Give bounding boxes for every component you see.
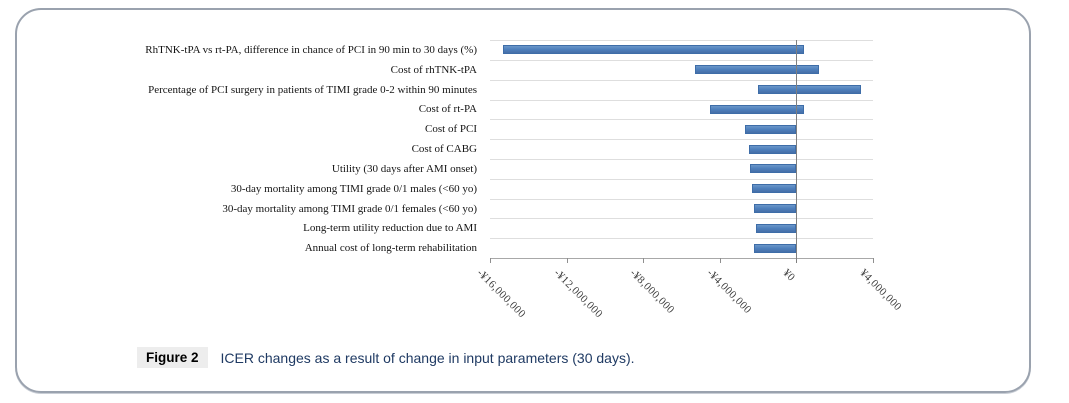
- tornado-bar: [754, 204, 797, 213]
- figure-number-label: Figure 2: [137, 347, 208, 368]
- gridline: [490, 119, 873, 121]
- category-label: RhTNK-tPA vs rt-PA, difference in chance…: [145, 43, 477, 56]
- tornado-bar: [710, 104, 804, 114]
- category-label: Annual cost of long-term rehabilitation: [304, 242, 477, 255]
- gridline: [490, 59, 873, 61]
- gridline: [490, 40, 873, 41]
- tornado-bar: [758, 85, 862, 94]
- tornado-bar: [750, 164, 797, 174]
- axis-tick: [643, 258, 645, 263]
- category-label: Cost of CABG: [411, 143, 477, 155]
- category-label: Cost of PCI: [425, 123, 477, 136]
- tornado-bar: [694, 65, 820, 75]
- category-label: Utility (30 days after AMI onset): [331, 162, 477, 175]
- axis-tick-label: ¥0: [780, 267, 798, 284]
- axis-tick: [719, 258, 721, 263]
- category-label: Percentage of PCI surgery in patients of…: [148, 83, 477, 96]
- figure-caption: Figure 2 ICER changes as a result of cha…: [137, 347, 635, 368]
- tornado-bar: [744, 124, 797, 134]
- gridline: [490, 99, 873, 101]
- gridline: [490, 218, 873, 220]
- tornado-bar: [754, 243, 797, 253]
- category-label: Long-term utility reduction due to AMI: [303, 222, 477, 235]
- gridline: [490, 158, 873, 160]
- zero-axis-line: [796, 40, 798, 263]
- axis-tick-label: -¥4,000,000: [704, 267, 754, 317]
- tornado-bar: [503, 45, 805, 55]
- figure-caption-text: ICER changes as a result of change in in…: [220, 349, 635, 366]
- gridline: [490, 238, 873, 240]
- axis-tick-label: -¥8,000,000: [627, 267, 677, 317]
- axis-tick-label: -¥16,000,000: [474, 267, 528, 321]
- category-label: 30-day mortality among TIMI grade 0/1 fe…: [222, 202, 477, 215]
- tornado-bar: [756, 223, 797, 233]
- panel-border: [15, 8, 1031, 393]
- axis-tick-label: -¥12,000,000: [551, 267, 605, 321]
- axis-tick-label: ¥4,000,000: [857, 267, 904, 314]
- gridline: [490, 139, 873, 141]
- category-label: 30-day mortality among TIMI grade 0/1 ma…: [230, 182, 477, 195]
- x-axis-line: [490, 258, 873, 259]
- axis-tick: [873, 258, 874, 263]
- tornado-bar: [752, 184, 797, 194]
- tornado-bar: [748, 144, 797, 154]
- gridline: [490, 178, 873, 180]
- gridline: [490, 198, 873, 200]
- category-label: Cost of rt-PA: [418, 103, 477, 116]
- axis-tick: [490, 258, 491, 263]
- gridline: [490, 79, 873, 81]
- axis-tick: [566, 258, 568, 263]
- category-label: Cost of rhTNK-tPA: [390, 63, 477, 76]
